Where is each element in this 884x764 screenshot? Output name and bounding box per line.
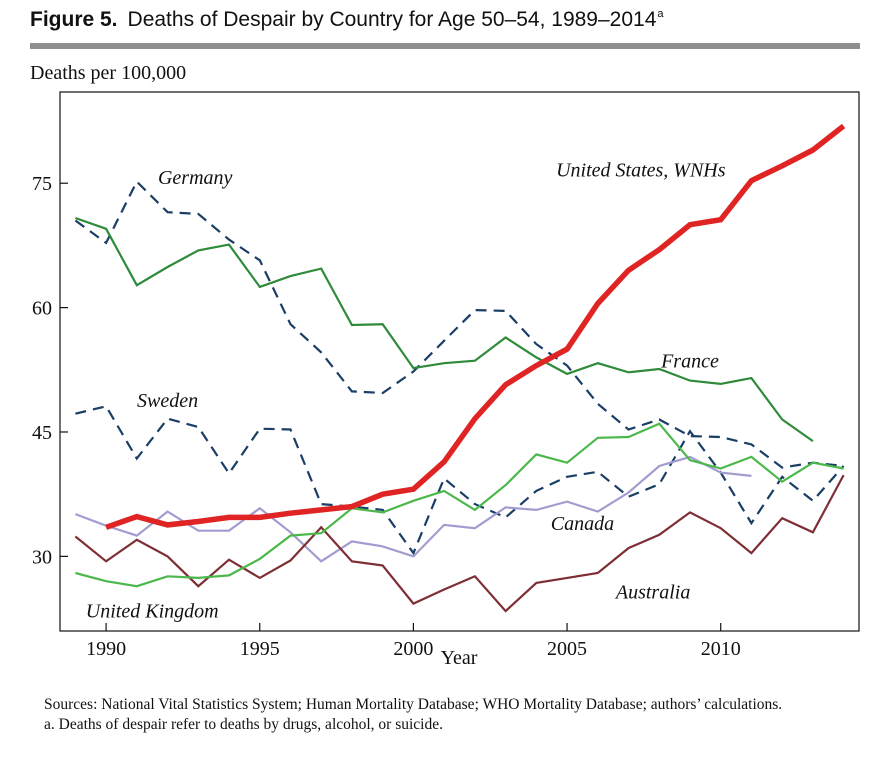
x-tick-label-2000: 2000 [393,638,433,660]
footnote-text: a. Deaths of despair refer to deaths by … [44,716,443,733]
x-tick-label-1990: 1990 [86,638,126,660]
series-label-germany: Germany [158,167,233,189]
sources-note: Sources: National Vital Statistics Syste… [44,696,783,713]
y-tick-label-75: 75 [32,173,52,195]
x-axis-label: Year [441,647,478,669]
series-label-sweden: Sweden [137,390,198,412]
series-lines [74,123,846,613]
series-line-canada [75,422,844,588]
series-line-sweden [75,405,845,556]
series-label-france: France [660,350,719,372]
series-label-united-states-wnhs: United States, WNHs [556,160,726,182]
figure-title-text: Deaths of Despair by Country for Age 50–… [127,8,657,31]
x-tick-label-1995: 1995 [240,638,280,660]
series-labels: Germany United States, WNHs France Sweden Ca… [86,160,726,623]
series-line-germany [74,179,844,469]
x-tick-label-2010: 2010 [701,638,741,660]
x-tick-label-2005: 2005 [547,638,587,660]
series-line-united-kingdom [75,455,752,563]
series-label-australia: Australia [614,582,690,604]
series-line-australia [74,474,845,613]
figure-notes: Sources: National Vital Statistics Syste… [30,695,864,735]
series-line-france [75,216,814,442]
line-chart: 1990 1995 2000 2005 2010 30 45 60 75 Germany Unit… [32,91,860,669]
series-label-canada: Canada [551,513,614,535]
series-line-united-states-wnhs [105,123,846,530]
y-tick-label-60: 60 [32,298,52,320]
footnote-marker: a [657,8,664,20]
figure-title: Figure 5. Deaths of Despair by Country fo… [30,8,664,32]
plot-frame [59,91,860,632]
y-tick-label-30: 30 [32,546,52,568]
y-tick-label-45: 45 [32,422,52,444]
title-rule [30,43,860,49]
y-axis-label: Deaths per 100,000 [30,62,187,84]
series-label-united-kingdom: United Kingdom [86,601,219,623]
figure-number: Figure 5. [30,8,118,31]
axis-ticks: 1990 1995 2000 2005 2010 30 45 60 75 [32,173,741,660]
